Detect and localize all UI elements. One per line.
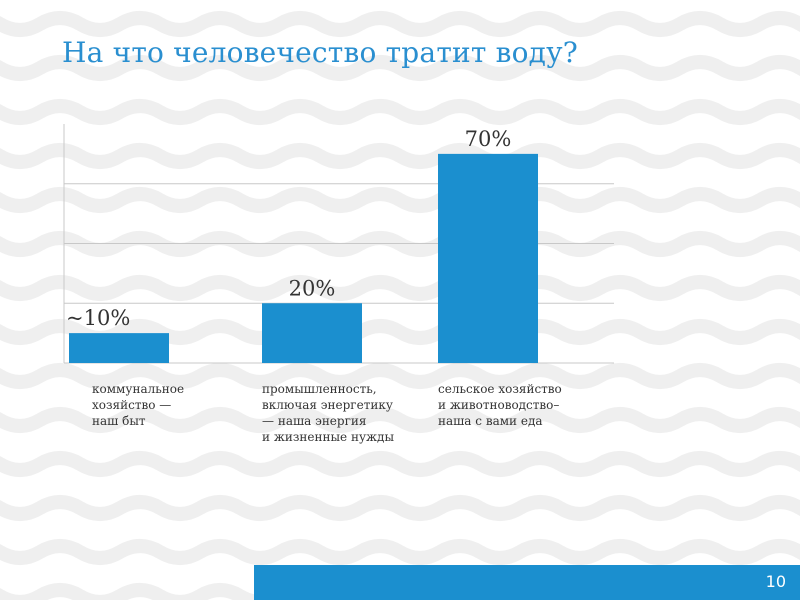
wave-line xyxy=(0,451,800,477)
wave-line xyxy=(0,11,800,37)
data-label-utilities: ~10% xyxy=(66,306,130,330)
wave-line xyxy=(0,55,800,81)
wave-line xyxy=(0,275,800,301)
category-label-industry: промышленность, включая энергетику — наш… xyxy=(262,382,394,444)
wave-line xyxy=(0,539,800,565)
wave-line xyxy=(0,495,800,521)
footer-bar: 10 xyxy=(254,565,800,600)
bar-industry xyxy=(262,303,362,363)
category-label-utilities: коммунальное хозяйство — наш быт xyxy=(92,382,185,428)
wave-line xyxy=(0,407,800,433)
chart-bars xyxy=(69,153,538,363)
bar-agriculture xyxy=(438,153,538,363)
data-label-industry: 20% xyxy=(289,276,336,300)
page-number: 10 xyxy=(765,572,786,591)
wave-line xyxy=(0,99,800,125)
chart-data-labels: ~10% 20% 70% xyxy=(66,127,511,330)
category-label-agriculture: сельское хозяйство и животноводство– наш… xyxy=(438,382,562,428)
data-label-agriculture: 70% xyxy=(465,127,512,151)
wave-line xyxy=(0,143,800,169)
bar-utilities xyxy=(69,333,169,363)
wave-line xyxy=(0,363,800,389)
wave-line xyxy=(0,187,800,213)
slide-title: На что человечество тратит воду? xyxy=(62,36,579,69)
